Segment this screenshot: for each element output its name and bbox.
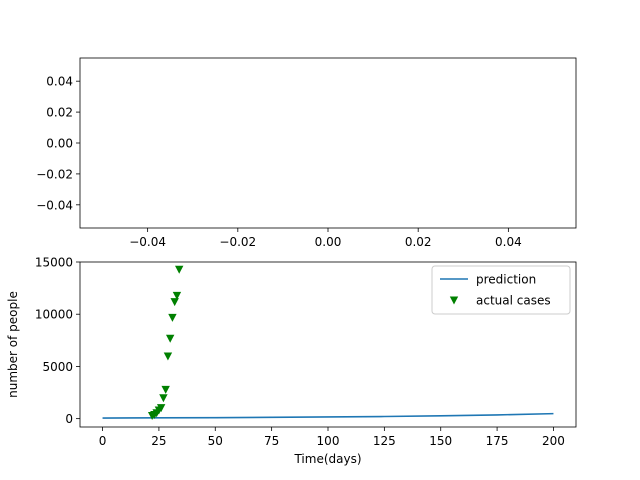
data-point-actual-cases — [159, 394, 168, 403]
x-tick-label: 50 — [208, 434, 223, 448]
legend-triangle-icon — [449, 296, 459, 305]
data-point-actual-cases — [163, 352, 173, 361]
x-tick-label: 0.02 — [405, 235, 432, 249]
x-axis-label: Time(days) — [293, 452, 361, 466]
data-point-actual-cases — [168, 313, 177, 322]
y-tick-label: 0.04 — [46, 75, 73, 89]
data-point-actual-cases — [156, 404, 166, 413]
x-tick-label: 125 — [373, 434, 396, 448]
y-tick-label: −0.02 — [36, 167, 73, 181]
x-tick-label: 0.00 — [315, 235, 342, 249]
y-tick-label: 0.00 — [46, 137, 73, 151]
y-tick-label: 5000 — [42, 360, 73, 374]
y-tick-label: −0.04 — [36, 198, 73, 212]
y-axis-label: number of people — [6, 291, 20, 398]
y-tick-label: 0.02 — [46, 106, 73, 120]
data-point-actual-cases — [172, 291, 182, 300]
x-tick-label: 150 — [429, 434, 452, 448]
series-line-prediction — [102, 412, 554, 419]
x-tick-label: 200 — [542, 434, 565, 448]
data-point-actual-cases — [161, 385, 170, 394]
y-tick-label: 10000 — [35, 308, 73, 322]
x-tick-label: 0 — [99, 434, 107, 448]
legend-label: prediction — [476, 273, 536, 287]
x-tick-label: 0.04 — [495, 235, 522, 249]
data-point-actual-cases — [175, 265, 184, 274]
bottom-axes: 0 25 50 75 100 125 150 175 200 0 5000 10000 15000 Tim… — [6, 256, 577, 466]
data-point-actual-cases — [170, 298, 179, 307]
x-tick-label: −0.02 — [219, 235, 256, 249]
top-axes: −0.04 −0.02 0.00 0.02 0.04 −0.04 −0.02 0.00 0.02… — [36, 57, 577, 249]
x-tick-label: 25 — [151, 434, 166, 448]
x-tick-label: 175 — [486, 434, 509, 448]
data-point-actual-cases — [165, 334, 175, 343]
legend-label: actual cases — [476, 294, 551, 308]
legend: prediction actual cases — [431, 265, 571, 315]
x-tick-label: −0.04 — [129, 235, 166, 249]
legend-box — [431, 265, 571, 315]
y-tick-label: 15000 — [35, 256, 73, 270]
x-tick-label: 100 — [317, 434, 340, 448]
y-tick-label: 0 — [65, 412, 73, 426]
x-tick-label: 75 — [264, 434, 279, 448]
